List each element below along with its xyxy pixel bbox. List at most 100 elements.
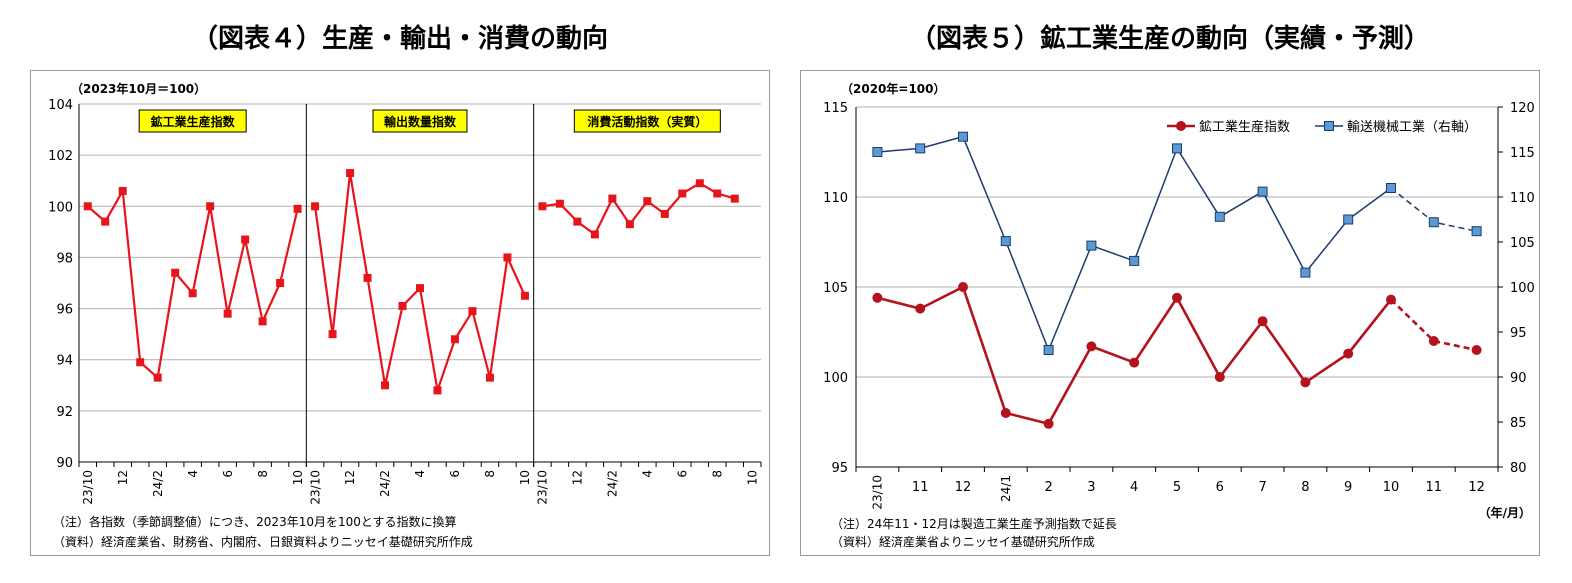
chart4-data-point (276, 279, 285, 287)
chart4-data-point (660, 209, 669, 218)
chart4-panel-label-box (573, 109, 721, 133)
chart5-data-point (1386, 183, 1396, 193)
chart4-data-point (538, 202, 547, 211)
chart4-x-tick-label: 12 (343, 470, 357, 485)
chart5-data-point (958, 131, 968, 142)
chart4-data-point (136, 358, 145, 367)
chart4-panel-label: 鉱工業生産指数 (151, 114, 236, 129)
chart4-y-tick-label: 94 (56, 354, 73, 369)
chart5-data-point (1386, 294, 1396, 305)
chart4-data-point (118, 186, 127, 195)
chart4-data-point (381, 381, 390, 390)
chart4-x-tick-label: 4 (413, 470, 427, 478)
chart4-data-point (625, 220, 634, 229)
chart5-data-point (1043, 418, 1054, 429)
chart5-x-tick-label: 10 (1383, 480, 1400, 495)
chart4-data-point (311, 202, 320, 211)
chart4-panel-label: 消費活動指数（実質） (587, 114, 707, 129)
chart5-data-point (1428, 336, 1439, 346)
chart5-legend-marker (1324, 121, 1334, 131)
chart5-data-point (1000, 236, 1011, 247)
chart4-x-tick-label: 4 (641, 470, 655, 478)
chart5-data-point (1172, 143, 1182, 154)
chart5-x-tick-label: 12 (1468, 480, 1485, 495)
chart5-y-right-tick-label: 90 (1510, 371, 1527, 386)
chart4-data-point (678, 189, 687, 198)
chart4-y-tick-label: 98 (56, 251, 73, 266)
chart4-x-tick-label: 4 (186, 470, 200, 478)
chart4-data-point (695, 179, 704, 188)
chart5-x-tick-label: 5 (1173, 480, 1181, 495)
chart5-data-point (1300, 267, 1311, 278)
chart4-panel: （2023年10月＝100） 90 92 94 96 98 100 102 104 23/10 12… (30, 70, 770, 556)
chart4-x-tick-label: 8 (256, 470, 270, 478)
chart4-x-tick-label: 8 (483, 470, 497, 478)
chart4-note: （注）各指数（季節調整値）につき、2023年10月を100とする指数に換算 (53, 514, 457, 529)
chart5-x-axis-unit: （年/月） (1479, 505, 1531, 520)
chart4-x-tick-label: 6 (448, 470, 462, 478)
chart4-data-point (258, 317, 267, 326)
chart5-x-tick-label: 11 (912, 480, 929, 495)
chart5-data-point (1257, 316, 1268, 327)
chart5-y-right-tick-label: 110 (1510, 191, 1535, 206)
chart5-title: （図表５）鉱工業生産の動向（実績・予測） (909, 24, 1430, 54)
chart5-x-tick-label: 2 (1044, 480, 1052, 495)
chart5-data-point (1086, 240, 1097, 251)
chart4-data-point (643, 197, 652, 206)
chart5-series-line (877, 285, 1393, 426)
chart5-y-right-tick-label: 120 (1510, 101, 1535, 116)
chart5-y-right-tick-label: 85 (1510, 416, 1527, 431)
chart4-x-tick-label: 12 (116, 470, 130, 485)
chart4-x-tick-label: 23/10 (308, 470, 322, 505)
chart5-x-tick-label: 3 (1087, 480, 1095, 495)
chart4-series-line (313, 172, 526, 391)
chart5-data-point (1471, 345, 1482, 355)
chart5-data-point (1471, 226, 1482, 237)
chart4-data-point (328, 330, 337, 339)
chart5-data-point (958, 282, 968, 292)
chart5-y-left-tick-label: 110 (823, 191, 848, 206)
chart5-data-point (1129, 357, 1140, 368)
chart4-y-tick-label: 92 (56, 405, 73, 420)
chart4-data-point (346, 169, 355, 178)
chart4-data-point (416, 284, 424, 293)
chart5-series-line (877, 135, 1392, 353)
chart4-data-point (590, 230, 599, 239)
chart5-data-point (915, 143, 926, 154)
chart4-y-tick-label: 90 (56, 456, 73, 471)
chart4-data-point (573, 217, 582, 226)
chart4-data-point (398, 302, 407, 311)
chart5-x-tick-label: 11 (1426, 480, 1443, 495)
chart4-data-point (450, 335, 459, 344)
chart5-x-tick-label: 4 (1130, 480, 1138, 495)
chart5-y-right-tick-label: 105 (1510, 236, 1535, 251)
chart4-data-point (188, 289, 197, 298)
chart4-data-point (101, 217, 110, 226)
chart5-data-point (1300, 377, 1311, 388)
chart5-data-point (872, 147, 883, 157)
chart5-svg: （2020年=100）95100105110115808590951001051… (823, 81, 1535, 549)
chart4-data-point (241, 235, 250, 244)
chart4-x-tick-label: 24/2 (606, 470, 620, 497)
chart5-data-point (915, 303, 926, 314)
chart4-data-point (730, 194, 739, 203)
chart5-y-left-tick-label: 105 (823, 281, 848, 296)
chart4-y-tick-label: 100 (48, 200, 73, 215)
chart4-data-point (433, 386, 442, 395)
chart5-data-point (1428, 217, 1439, 228)
chart4-x-tick-label: 6 (676, 470, 690, 478)
chart5-panel: （2020年=100） 95 100 105 110 115 80 85 90 95 100 105 1… (800, 70, 1540, 556)
chart4-data-point (503, 253, 512, 262)
chart5-x-tick-label: 24/1 (999, 475, 1013, 502)
chart5-data-point (1257, 186, 1268, 197)
chart5-note: （資料）経済産業省よりニッセイ基礎研究所作成 (831, 534, 1095, 549)
chart4-x-tick-label: 8 (710, 470, 724, 478)
chart4-data-point (223, 309, 232, 318)
chart4-series-line (542, 181, 736, 237)
chart5-legend-label: 輸送機械工業（右軸） (1347, 119, 1477, 135)
chart5-unit-label: （2020年=100） (841, 81, 946, 96)
chart4-data-point (520, 291, 529, 300)
chart5-y-right-tick-label: 95 (1510, 326, 1527, 341)
chart5-data-point (1129, 255, 1140, 266)
chart4-x-tick-label: 23/10 (81, 470, 95, 505)
